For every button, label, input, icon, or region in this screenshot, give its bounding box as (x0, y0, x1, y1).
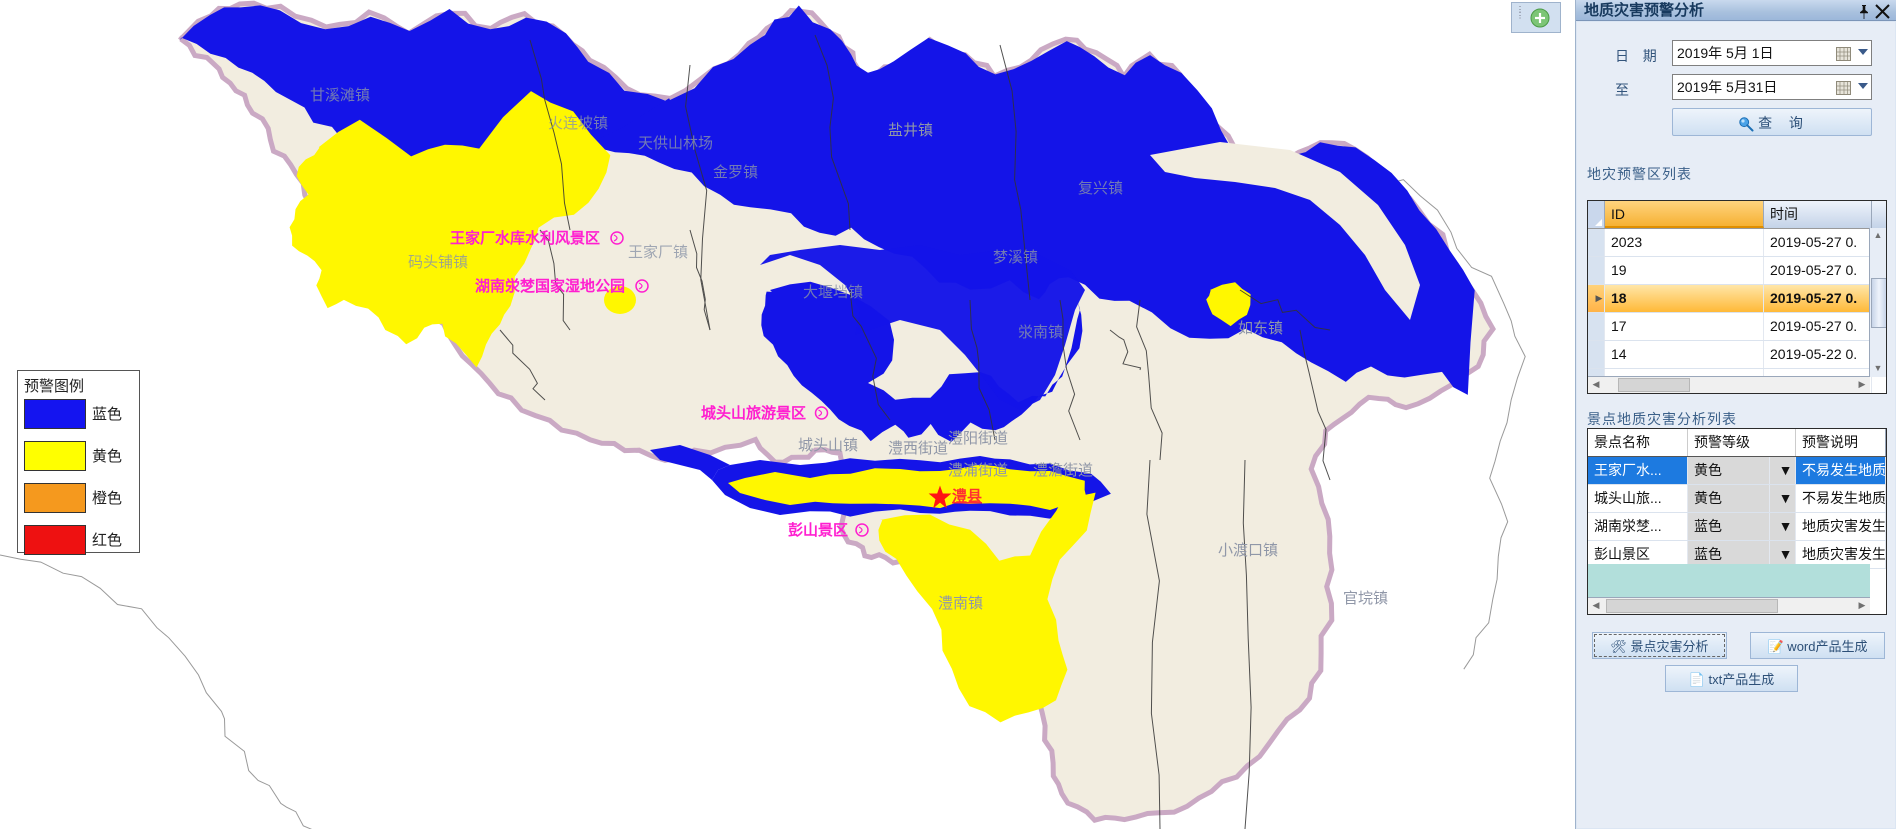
svg-text:梦溪镇: 梦溪镇 (993, 249, 1038, 266)
svg-text:澧西街道: 澧西街道 (888, 440, 948, 457)
svg-text:盐井镇: 盐井镇 (888, 122, 933, 139)
svg-text:城头山旅游景区: 城头山旅游景区 (701, 404, 806, 422)
svg-text:甘溪滩镇: 甘溪滩镇 (310, 87, 370, 104)
svg-text:金罗镇: 金罗镇 (713, 164, 758, 181)
svg-text:城头山镇: 城头山镇 (798, 437, 858, 454)
svg-text:王家厂水库水利风景区: 王家厂水库水利风景区 (450, 229, 600, 247)
svg-text:澧县: 澧县 (952, 487, 982, 505)
svg-text:天供山林场: 天供山林场 (638, 135, 713, 152)
svg-text:大堰垱镇: 大堰垱镇 (803, 284, 863, 301)
svg-text:泶南镇: 泶南镇 (1018, 324, 1063, 341)
svg-text:澧浦街道: 澧浦街道 (948, 462, 1008, 479)
svg-text:澧南镇: 澧南镇 (938, 595, 983, 612)
svg-text:码头铺镇: 码头铺镇 (408, 254, 468, 271)
svg-text:澧澹街道: 澧澹街道 (1033, 462, 1093, 479)
svg-text:小渡口镇: 小渡口镇 (1218, 542, 1278, 559)
svg-text:官垸镇: 官垸镇 (1343, 590, 1388, 607)
svg-text:彭山景区: 彭山景区 (788, 521, 848, 539)
svg-text:火连坡镇: 火连坡镇 (548, 115, 608, 132)
svg-text:湖南泶椘国家湿地公园: 湖南泶椘国家湿地公园 (475, 277, 625, 295)
svg-text:复兴镇: 复兴镇 (1078, 179, 1123, 197)
svg-text:澧阳街道: 澧阳街道 (948, 430, 1008, 447)
svg-text:王家厂镇: 王家厂镇 (628, 244, 688, 261)
svg-text:如东镇: 如东镇 (1238, 320, 1283, 337)
